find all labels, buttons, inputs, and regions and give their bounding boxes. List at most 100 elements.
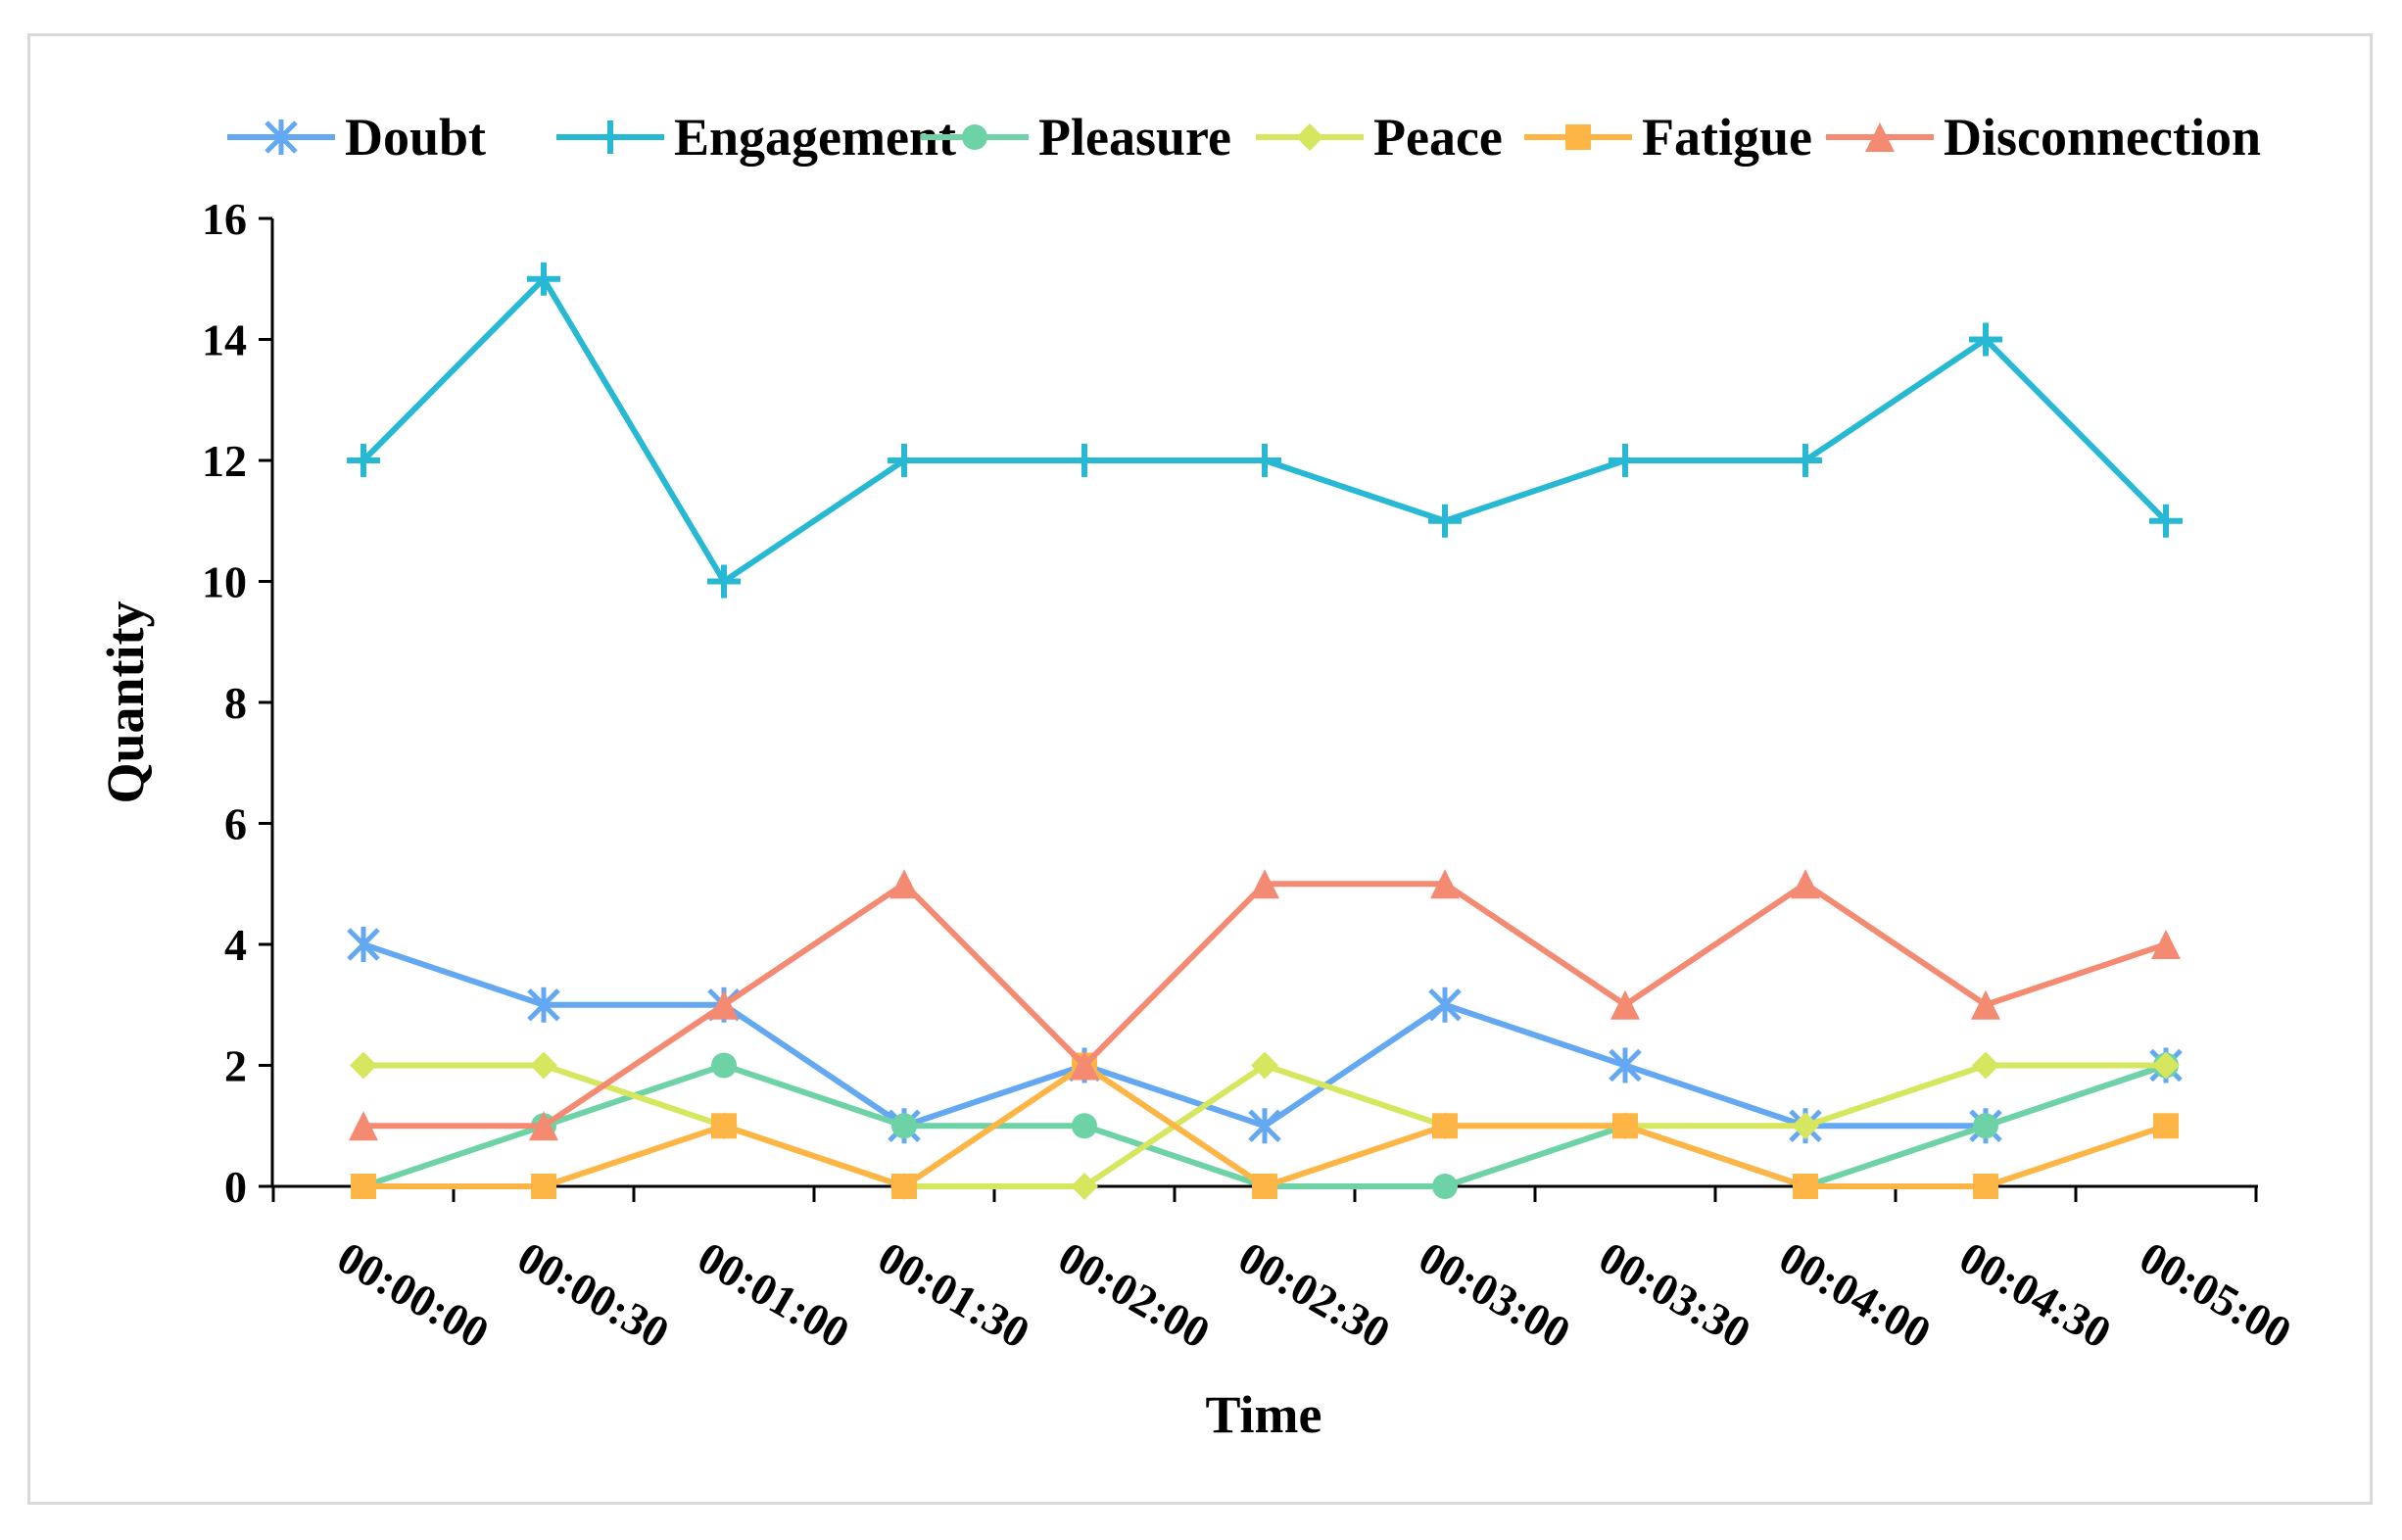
- legend: Doubt Engagement Pleasure Peace Fatigue Disco…: [227, 108, 2261, 167]
- legend-swatch-marker: [1865, 122, 1895, 152]
- series-pleasure-point: [1973, 1113, 1998, 1139]
- marker-shape: [1610, 989, 1640, 1020]
- series-disconnection-point: [349, 1111, 378, 1141]
- series-peace-point: [1071, 1173, 1098, 1200]
- marker-shape: [1251, 1051, 1278, 1080]
- marker-shape: [1865, 122, 1895, 152]
- series-fatigue-point: [1973, 1174, 1998, 1199]
- legend-item-disconnection: Disconnection: [1826, 108, 2261, 167]
- series-engagement-point: [1969, 322, 2002, 357]
- legend-label: Pleasure: [1038, 108, 1231, 167]
- marker-shape: [1612, 1113, 1638, 1139]
- x-axis-title: Time: [1206, 1385, 1322, 1444]
- y-tick-label: 16: [202, 194, 247, 244]
- marker-shape: [349, 1111, 378, 1141]
- y-tick-label: 0: [224, 1162, 247, 1212]
- marker-shape: [1565, 124, 1591, 150]
- series-engagement-point: [1609, 444, 1642, 477]
- y-axis-title: Quantity: [96, 601, 155, 803]
- marker-shape: [1972, 1051, 1999, 1080]
- marker-shape: [891, 1113, 917, 1139]
- y-ticks: 0 2 4 6 8 10 12 14 16: [202, 194, 272, 1212]
- series-peace-point: [350, 1051, 377, 1080]
- series-peace-point: [530, 1051, 557, 1080]
- series-engagement: [347, 262, 2183, 599]
- series-engagement-point: [527, 262, 560, 296]
- x-ticks: 00:00:00 00:00:30 00:01:00 00:01:30 00:02:00…: [271, 1186, 2300, 1358]
- marker-shape: [709, 989, 739, 1020]
- series-fatigue-point: [1432, 1113, 1458, 1139]
- series-disconnection: [349, 869, 2181, 1141]
- marker-shape: [891, 1174, 917, 1199]
- y-tick-label: 4: [224, 920, 247, 970]
- series-engagement-point: [2149, 504, 2183, 538]
- series-fatigue-point: [1612, 1113, 1638, 1139]
- marker-shape: [1252, 1174, 1277, 1199]
- series-disconnection-point: [1250, 869, 1279, 899]
- y-tick-label: 2: [224, 1041, 247, 1091]
- marker-shape: [2153, 1113, 2179, 1139]
- x-tick-label: 00:00:00: [329, 1231, 498, 1357]
- legend-label: Peace: [1373, 108, 1503, 167]
- marker-shape: [2151, 930, 2181, 959]
- axes: [270, 218, 2258, 1188]
- legend-label: Fatigue: [1642, 108, 1812, 167]
- legend-item-doubt: Doubt: [227, 108, 486, 167]
- x-tick-label: 00:02:30: [1230, 1231, 1399, 1357]
- series-doubt-point: [347, 927, 380, 962]
- marker-shape: [1071, 1173, 1098, 1200]
- legend-label: Engagement: [674, 108, 956, 167]
- marker-shape: [1971, 989, 2000, 1020]
- series-disconnection-point: [1610, 989, 1640, 1020]
- marker-shape: [1973, 1113, 1998, 1139]
- legend-item-pleasure: Pleasure: [921, 108, 1231, 167]
- series-doubt: [347, 927, 2183, 1144]
- legend-item-peace: Peace: [1256, 108, 1503, 167]
- y-tick-label: 14: [202, 315, 247, 365]
- x-tick-label: 00:01:00: [690, 1231, 858, 1357]
- marker-shape: [530, 1051, 557, 1080]
- marker-shape: [350, 1051, 377, 1080]
- marker-shape: [531, 1174, 556, 1199]
- series-fatigue-point: [1793, 1174, 1818, 1199]
- marker-shape: [1432, 1113, 1458, 1139]
- series-engagement-point: [347, 444, 380, 477]
- y-tick-label: 8: [224, 678, 247, 728]
- series-disconnection-point: [1971, 989, 2000, 1020]
- series-disconnection-point: [889, 869, 919, 899]
- x-tick-label: 00:02:00: [1050, 1231, 1219, 1357]
- legend-item-engagement: Engagement: [556, 108, 956, 167]
- marker-shape: [889, 869, 919, 899]
- legend-swatch-marker: [594, 120, 627, 154]
- x-tick-label: 00:05:00: [2132, 1231, 2300, 1357]
- x-tick-label: 00:04:30: [1951, 1231, 2120, 1357]
- series-fatigue-point: [2153, 1113, 2179, 1139]
- series-peace-point: [2152, 1051, 2180, 1080]
- legend-swatch-marker: [962, 124, 987, 150]
- series-engagement-point: [1068, 444, 1101, 477]
- series-disconnection-point: [1430, 869, 1460, 899]
- series-peace-point: [1251, 1051, 1278, 1080]
- series-fatigue-point: [351, 1174, 376, 1199]
- marker-shape: [1296, 123, 1323, 151]
- series-pleasure-point: [711, 1052, 737, 1079]
- legend-label: Disconnection: [1944, 108, 2261, 167]
- series-disconnection-point: [529, 1111, 558, 1141]
- x-tick-label: 00:00:30: [509, 1231, 678, 1357]
- x-tick-label: 00:03:00: [1411, 1231, 1579, 1357]
- series-engagement-point: [707, 564, 741, 599]
- marker-shape: [1973, 1174, 1998, 1199]
- marker-shape: [1792, 1112, 1819, 1140]
- series-doubt-point: [1609, 1047, 1642, 1083]
- chart-frame: [27, 33, 2373, 1505]
- x-tick-label: 00:01:30: [870, 1231, 1038, 1357]
- marker-shape: [529, 1111, 558, 1141]
- x-tick-label: 00:03:30: [1591, 1231, 1759, 1357]
- series-disconnection-point: [2151, 930, 2181, 959]
- legend-item-fatigue: Fatigue: [1524, 108, 1812, 167]
- legend-swatch-marker: [1296, 123, 1323, 151]
- series-engagement-point: [1248, 444, 1281, 477]
- series-fatigue-point: [531, 1174, 556, 1199]
- marker-shape: [351, 1174, 376, 1199]
